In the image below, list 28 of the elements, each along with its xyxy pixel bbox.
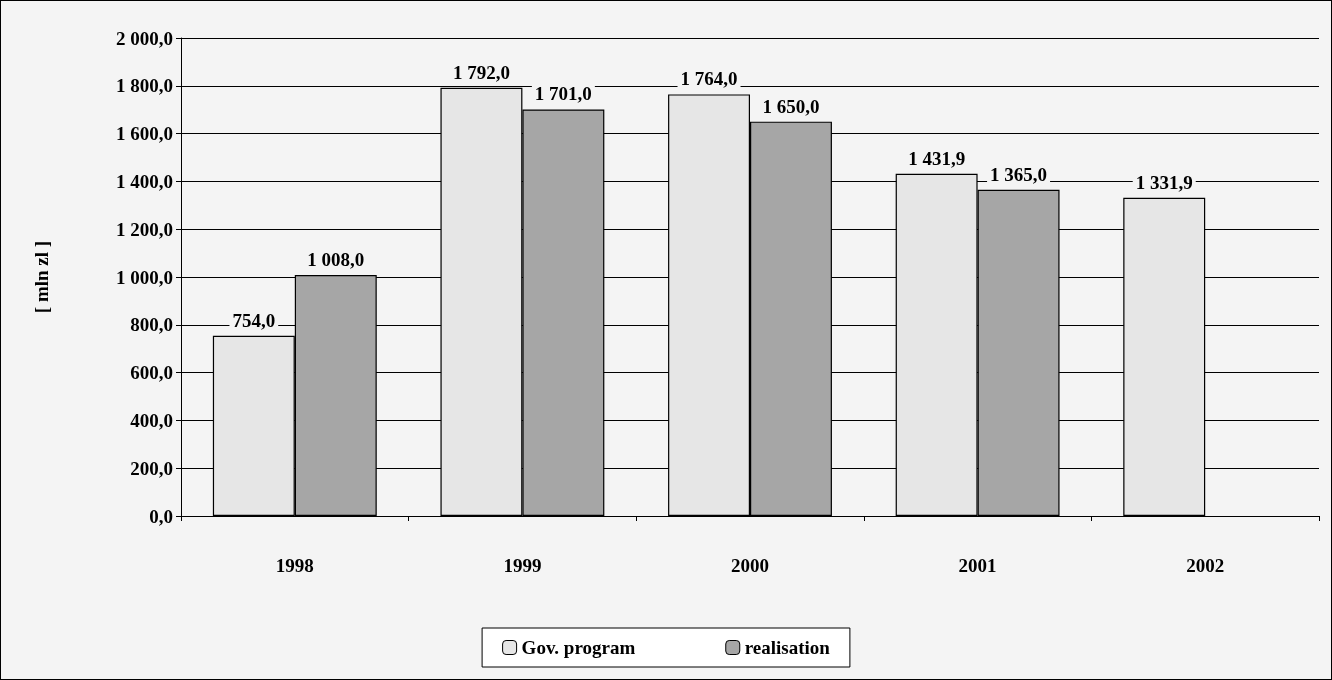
y-tick-label: 1 000,0 xyxy=(116,266,173,288)
y-tick-label: 600,0 xyxy=(130,362,173,384)
y-axis-title: [ mln zl ] xyxy=(31,240,52,314)
y-tick-label: 1 800,0 xyxy=(116,75,173,97)
x-tick-label: 1999 xyxy=(503,555,542,576)
data-label: 1 701,0 xyxy=(534,83,592,105)
x-tick-label: 1998 xyxy=(275,555,314,576)
data-label: 1 431,9 xyxy=(908,147,966,169)
data-label: 1 764,0 xyxy=(680,68,738,90)
x-tick-label: 2000 xyxy=(731,555,769,576)
x-tick-label: 2002 xyxy=(1186,555,1225,576)
y-tick-label: 0,0 xyxy=(149,505,173,527)
data-label: 1 331,9 xyxy=(1135,171,1193,193)
y-tick-label: 2 000,0 xyxy=(116,27,173,49)
x-tick-label: 2001 xyxy=(958,555,997,576)
data-label: 1 365,0 xyxy=(990,163,1048,185)
y-tick-label: 200,0 xyxy=(130,457,173,479)
data-label: 1 792,0 xyxy=(452,61,510,83)
legend-label: Gov. program xyxy=(521,637,636,658)
data-label: 1 650,0 xyxy=(762,95,820,117)
y-tick-label: 1 400,0 xyxy=(116,170,173,192)
legend-label: realisation xyxy=(744,637,831,658)
data-label: 1 008,0 xyxy=(307,249,365,271)
y-tick-label: 800,0 xyxy=(130,314,173,336)
y-tick-label: 1 600,0 xyxy=(116,123,173,145)
y-tick-label: 400,0 xyxy=(130,409,173,431)
data-label: 754,0 xyxy=(232,309,276,331)
y-tick-label: 1 200,0 xyxy=(116,218,173,240)
